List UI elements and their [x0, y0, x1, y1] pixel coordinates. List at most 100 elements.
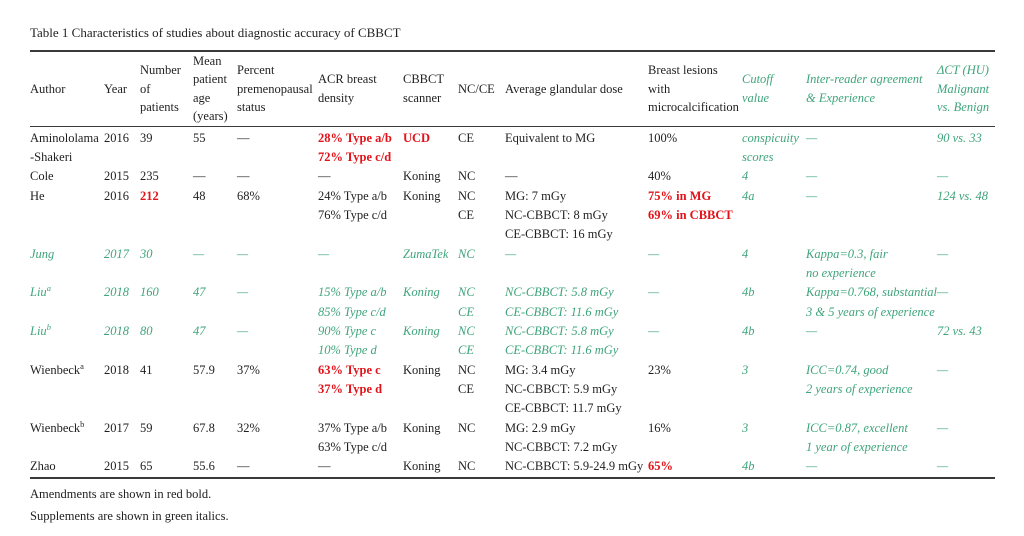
cell-agreement: —	[806, 167, 937, 186]
column-header-premenopausal: Percent premenopausal status	[237, 51, 318, 127]
cell-scanner: Koning	[403, 419, 458, 458]
column-header-year: Year	[104, 51, 140, 127]
footnote-supplements: Supplements are shown in green italics.	[30, 508, 229, 523]
cell-lesions: 75% in MG 69% in CBBCT	[648, 187, 742, 245]
cell-line: Wienbecka	[30, 360, 84, 377]
cell-agreement: —	[806, 322, 937, 361]
cell-line: 47	[193, 285, 206, 300]
cell-line: 10% Type d	[318, 343, 377, 358]
cell-line: CE	[458, 382, 474, 397]
cell-agreement: Kappa=0.768, substantial 3 & 5 years of e…	[806, 283, 937, 322]
superscript-marker: b	[80, 418, 85, 429]
table-row: Zhao 2015 65 55.6 — — Koning NC NC-CBBCT: 5.9-24…	[30, 457, 995, 477]
cell-line: 30	[140, 246, 153, 261]
cell-patients: 80	[140, 322, 193, 361]
cell-year: 2016	[104, 187, 140, 245]
cell-line: NC	[458, 324, 475, 339]
cell-line: 75% in MG	[648, 188, 712, 203]
cell-density: 90% Type c 10% Type d	[318, 322, 403, 361]
cell-line: -Shakeri	[30, 149, 73, 164]
cell-premenopausal: —	[237, 167, 318, 186]
cell-year: 2018	[104, 361, 140, 419]
cell-dose: NC-CBBCT: 5.8 mGy CE-CBBCT: 11.6 mGy	[505, 322, 648, 361]
cell-line: CE	[458, 130, 474, 145]
cell-line: CE-CBBCT: 11.7 mGy	[505, 401, 622, 416]
column-header-author: Author	[30, 51, 104, 127]
cell-line: NC-CBBCT: 5.9 mGy	[505, 382, 618, 397]
table-row: Jung 2017 30 — — — ZumaTek NC — — 4 Kappa=0.3, fair…	[30, 245, 995, 284]
cell-age: 48	[193, 187, 237, 245]
cell-line: 65	[140, 459, 153, 474]
cell-line: Aminololama	[30, 130, 99, 145]
cell-line: NC-CBBCT: 5.8 mGy	[505, 285, 614, 300]
cell-line: 16%	[648, 420, 671, 435]
superscript-marker: a	[80, 360, 84, 371]
cell-line: 28% Type a/b	[318, 130, 392, 145]
cell-ncce: NC CE	[458, 187, 505, 245]
cell-author: Liub	[30, 322, 104, 361]
cell-line: 4a	[742, 188, 755, 203]
cell-line: ICC=0.87, excellent	[806, 420, 908, 435]
cell-line: conspicuity	[742, 130, 799, 145]
cell-density: —	[318, 167, 403, 186]
table-row: Wienbeckb 2017 59 67.8 32% 37% Type a/b 63% Ty…	[30, 419, 995, 458]
cell-line: 65%	[648, 459, 673, 474]
cell-cutoff: 4	[742, 245, 806, 284]
cell-line: —	[937, 459, 949, 474]
cell-patients: 212	[140, 187, 193, 245]
cell-line: 2017	[104, 246, 129, 261]
cell-line: —	[237, 130, 250, 145]
cell-line: —	[937, 169, 949, 184]
cell-line: 67.8	[193, 420, 215, 435]
cell-line: —	[193, 246, 205, 261]
cell-author: Wienbeckb	[30, 419, 104, 458]
cell-scanner: Koning	[403, 187, 458, 245]
cell-premenopausal: —	[237, 126, 318, 167]
cell-line: 4b	[742, 285, 755, 300]
cell-line: —	[237, 324, 249, 339]
cell-year: 2017	[104, 245, 140, 284]
table-row: Cole 2015 235 — — — Koning NC — 40% 4 — —	[30, 167, 995, 186]
cell-author: Zhao	[30, 457, 104, 477]
table-row: Wienbecka 2018 41 57.9 37% 63% Type c 37% Type…	[30, 361, 995, 419]
cell-line: 55	[193, 130, 206, 145]
header-row: Author Year Number of patients Mean patient…	[30, 51, 995, 127]
cell-line: NC-CBBCT: 7.2 mGy	[505, 440, 618, 455]
cell-line: ICC=0.74, good	[806, 362, 889, 377]
cell-agreement: Kappa=0.3, fair no experience	[806, 245, 937, 284]
cell-line: —	[318, 459, 331, 474]
cell-premenopausal: —	[237, 283, 318, 322]
cell-year: 2015	[104, 457, 140, 477]
cell-dose: —	[505, 245, 648, 284]
cell-cutoff: 4b	[742, 322, 806, 361]
cell-line: —	[937, 362, 949, 377]
cell-dose: NC-CBBCT: 5.9-24.9 mGy	[505, 457, 648, 477]
study-table: Author Year Number of patients Mean patient…	[30, 50, 995, 479]
cell-line: Koning	[403, 324, 440, 339]
cell-line: 63% Type c/d	[318, 440, 388, 455]
column-header-dct: ΔCT (HU) Malignant vs. Benign	[937, 51, 995, 127]
cell-dct: —	[937, 245, 995, 284]
cell-density: 24% Type a/b 76% Type c/d	[318, 187, 403, 245]
column-header-cutoff: Cutoff value	[742, 51, 806, 127]
cell-line: 80	[140, 324, 153, 339]
cell-line: 3 & 5 years of experience	[806, 304, 935, 319]
table-footnotes: Amendments are shown in red bold. Supple…	[30, 483, 995, 527]
cell-author: Cole	[30, 167, 104, 186]
cell-line: UCD	[403, 130, 431, 145]
cell-line: 124 vs. 48	[937, 188, 989, 203]
cell-line: 72% Type c/d	[318, 149, 392, 164]
cell-line: NC-CBBCT: 5.9-24.9 mGy	[505, 459, 644, 474]
cell-line: —	[237, 285, 249, 300]
cell-line: 235	[140, 169, 159, 184]
cell-line: Koning	[403, 362, 441, 377]
cell-agreement: ICC=0.74, good 2 years of experience	[806, 361, 937, 419]
cell-scanner: ZumaTek	[403, 245, 458, 284]
cell-line: —	[648, 246, 660, 261]
cell-line: 72 vs. 43	[937, 324, 982, 339]
cell-line: 160	[140, 285, 159, 300]
cell-premenopausal: —	[237, 322, 318, 361]
cell-line: 4b	[742, 459, 755, 474]
cell-dct: —	[937, 283, 995, 322]
cell-line: 2018	[104, 285, 129, 300]
